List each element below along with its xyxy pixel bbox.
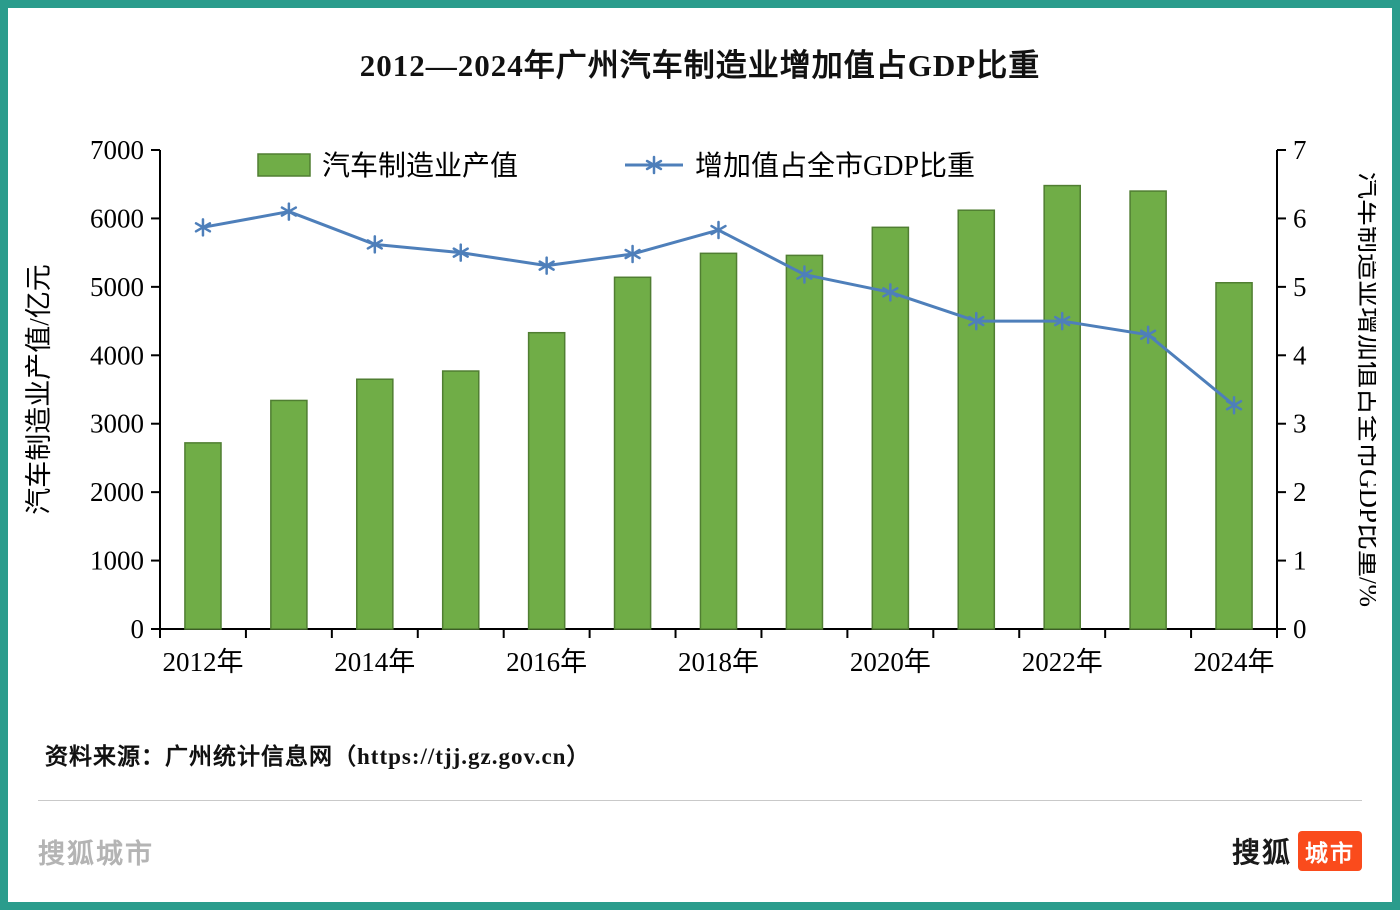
svg-text:汽车制造业增加值占全市GDP比重/%: 汽车制造业增加值占全市GDP比重/%	[1354, 172, 1376, 607]
svg-text:3: 3	[1293, 409, 1307, 439]
chart-title: 2012—2024年广州汽车制造业增加值占GDP比重	[359, 48, 1041, 83]
svg-text:2020年: 2020年	[850, 647, 931, 677]
source-note: 资料来源：广州统计信息网（https://tjj.gz.gov.cn）	[45, 744, 591, 769]
svg-text:4000: 4000	[90, 340, 144, 370]
svg-text:2016年: 2016年	[506, 647, 587, 677]
svg-text:7000: 7000	[90, 135, 144, 165]
svg-text:5000: 5000	[90, 272, 144, 302]
svg-text:4: 4	[1293, 340, 1307, 370]
svg-text:1000: 1000	[90, 546, 144, 576]
svg-text:5: 5	[1293, 272, 1307, 302]
watermark-text: 搜狐城市	[38, 838, 154, 869]
svg-text:0: 0	[1293, 614, 1307, 644]
svg-text:7: 7	[1293, 135, 1307, 165]
svg-text:3000: 3000	[90, 409, 144, 439]
svg-text:2018年: 2018年	[678, 647, 759, 677]
svg-text:0: 0	[131, 614, 145, 644]
svg-text:2012年: 2012年	[162, 647, 243, 677]
sohu-logo: 搜狐 城市	[1232, 831, 1362, 871]
svg-text:6: 6	[1293, 203, 1307, 233]
divider	[38, 800, 1362, 801]
logo-text: 搜狐	[1231, 837, 1292, 868]
svg-text:2014年: 2014年	[334, 647, 415, 677]
svg-text:2022年: 2022年	[1022, 647, 1103, 677]
svg-text:1: 1	[1293, 546, 1307, 576]
svg-text:2000: 2000	[90, 477, 144, 507]
svg-text:增加值占全市GDP比重: 增加值占全市GDP比重	[695, 150, 975, 182]
svg-text:汽车制造业产值: 汽车制造业产值	[322, 150, 518, 182]
logo-badge: 城市	[1298, 831, 1362, 871]
chart: 0 1000 2000 3000 4000 5000 6000 7000 0 1 2 3 4 5 6 7 201…	[24, 112, 1376, 697]
svg-text:2024年: 2024年	[1194, 647, 1275, 677]
footer: 搜狐城市 搜狐 城市	[38, 831, 1362, 871]
svg-text:汽车制造业产值/亿元: 汽车制造业产值/亿元	[24, 264, 54, 515]
chart-canvas: 0 1000 2000 3000 4000 5000 6000 7000 0 1 2 3 4 5 6 7 201…	[24, 135, 1376, 677]
svg-text:2: 2	[1293, 477, 1307, 507]
svg-text:6000: 6000	[90, 203, 144, 233]
